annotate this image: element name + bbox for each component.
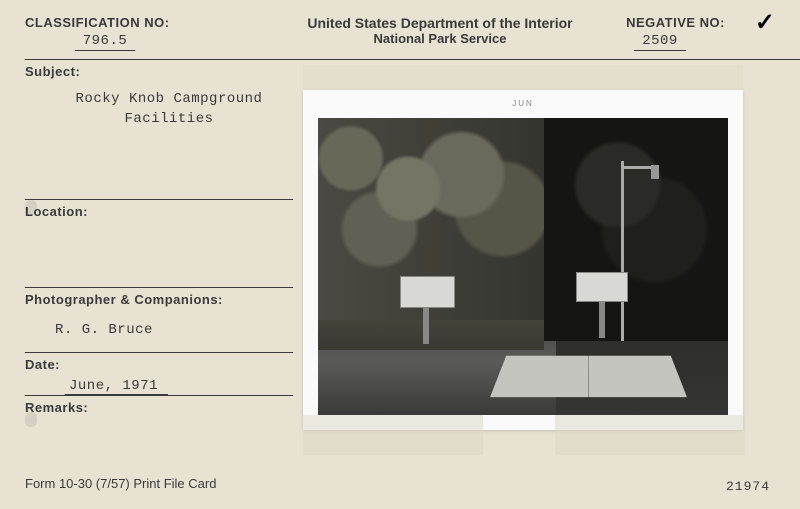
photo-frame: JUN <box>303 90 743 430</box>
photo-image <box>318 118 728 415</box>
subject-value: Rocky Knob Campground Facilities <box>25 90 293 129</box>
classification-label: CLASSIFICATION NO: <box>25 15 285 30</box>
remarks-block: Remarks: <box>25 399 293 417</box>
photo-sign-1 <box>400 276 455 308</box>
photo-concrete-pad <box>490 356 687 397</box>
tape-bottom-right <box>555 415 745 455</box>
subject-line-1: Rocky Knob Campground <box>45 90 293 110</box>
photographer-block: Photographer & Companions: <box>25 291 293 309</box>
photo-sign-2 <box>576 272 628 302</box>
photo-signpost-1 <box>423 304 429 344</box>
subject-block: Subject: <box>25 63 293 81</box>
photo-signpost-2 <box>599 300 605 338</box>
form-number: Form 10-30 (7/57) Print File Card <box>25 476 216 491</box>
photographer-label: Photographer & Companions: <box>25 292 223 307</box>
photo-lamp-post <box>621 161 624 341</box>
classification-column: CLASSIFICATION NO: 796.5 <box>25 15 285 63</box>
location-block: Location: <box>25 203 293 221</box>
photo-foliage-dark <box>544 118 729 341</box>
photo-month-caption: JUN <box>512 99 534 108</box>
date-value-block: June, 1971 <box>25 376 293 394</box>
subject-label: Subject: <box>25 64 80 79</box>
bottom-number: 21974 <box>726 479 770 494</box>
negative-value: 2509 <box>634 33 686 51</box>
punch-hole-2 <box>25 412 37 427</box>
negative-label: NEGATIVE NO: <box>595 15 725 30</box>
tape-bottom-left <box>303 415 483 455</box>
classification-value: 796.5 <box>75 33 136 51</box>
dept-title: United States Department of the Interior <box>295 15 585 31</box>
photographer-value-block: R. G. Bruce <box>25 320 293 338</box>
date-value: June, 1971 <box>65 378 168 395</box>
header-row: CLASSIFICATION NO: 796.5 United States D… <box>25 15 775 63</box>
negative-column: NEGATIVE NO: 2509 <box>595 15 775 63</box>
header-center: United States Department of the Interior… <box>285 15 595 63</box>
photo-lamp-head <box>651 165 659 179</box>
header-rule <box>25 59 800 60</box>
photographer-value: R. G. Bruce <box>55 322 153 338</box>
date-rule <box>25 395 293 396</box>
print-file-card: ✓ CLASSIFICATION NO: 796.5 United States… <box>0 0 800 509</box>
date-label: Date: <box>25 357 60 372</box>
punch-hole-1 <box>25 200 37 215</box>
date-block: Date: <box>25 356 293 374</box>
subject-line-2: Facilities <box>45 110 293 130</box>
service-title: National Park Service <box>295 31 585 46</box>
subject-rule <box>25 199 293 200</box>
location-rule <box>25 287 293 288</box>
photographer-rule <box>25 352 293 353</box>
